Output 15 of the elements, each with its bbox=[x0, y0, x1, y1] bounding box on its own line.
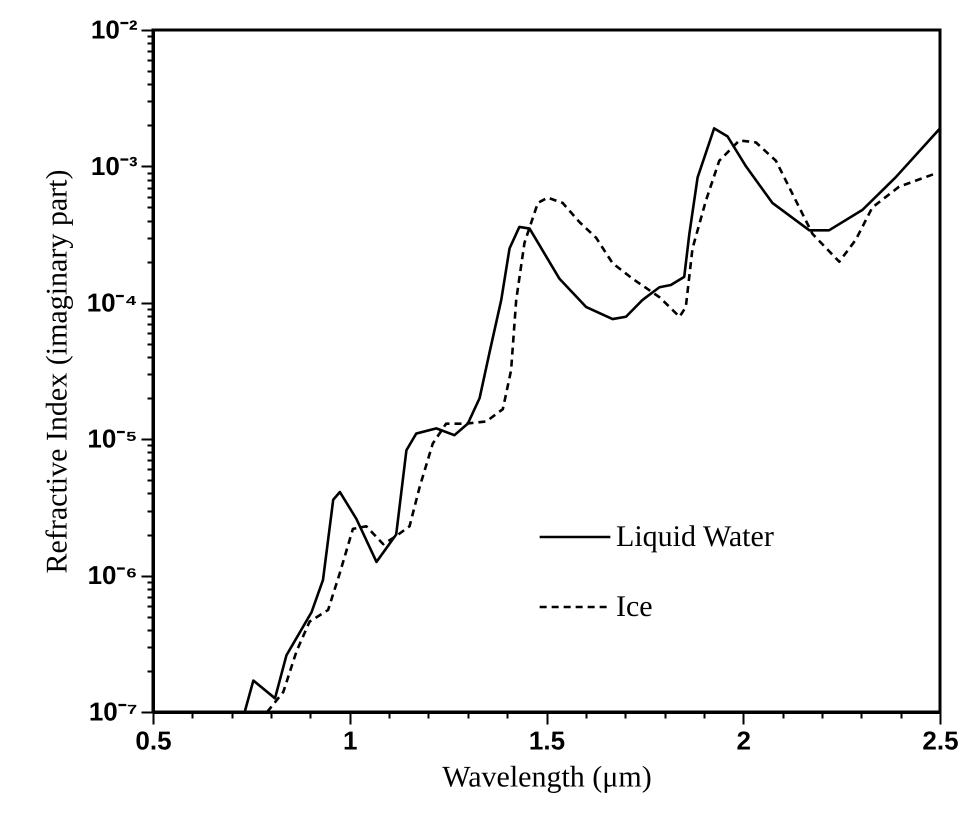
x-tick-label: 2.5 bbox=[922, 726, 959, 756]
y-tick-label: 10⁻⁶ bbox=[88, 560, 138, 590]
x-tick-label: 2 bbox=[736, 726, 751, 756]
x-tick-label: 1 bbox=[343, 726, 358, 756]
x-tick-label: 0.5 bbox=[135, 726, 172, 756]
y-tick-label: 10⁻² bbox=[90, 14, 138, 44]
y-tick-label: 10⁻⁴ bbox=[86, 287, 138, 318]
x-tick-label: 1.5 bbox=[528, 726, 566, 756]
y-tick-label: 10⁻³ bbox=[90, 150, 138, 181]
y-tick-label: 10⁻⁵ bbox=[87, 424, 138, 454]
legend-label: Liquid Water bbox=[616, 520, 774, 553]
y-tick-label: 10⁻⁷ bbox=[88, 696, 138, 726]
x-axis-title: Wavelength (μm) bbox=[442, 760, 652, 794]
legend-label: Ice bbox=[616, 590, 653, 623]
y-axis-title: Refractive Index (imaginary part) bbox=[40, 170, 74, 574]
